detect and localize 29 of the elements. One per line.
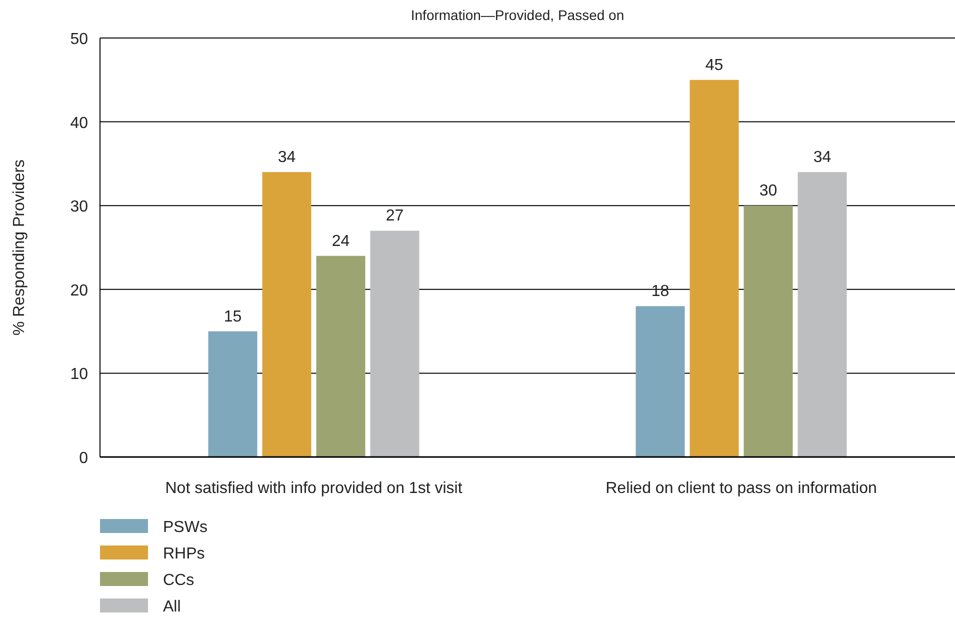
y-tick-label: 0 — [79, 450, 88, 467]
y-tick-label: 10 — [70, 366, 88, 384]
x-tick-label: Not satisfied with info provided on 1st visit — [165, 480, 463, 497]
bar — [370, 230, 420, 457]
bar — [690, 80, 739, 457]
x-tick-label: Relied on client to pass on information — [606, 480, 877, 497]
data-label: 34 — [278, 149, 296, 166]
chart-title: Information—Provided, Passed on — [410, 7, 624, 23]
data-label: 27 — [386, 208, 404, 225]
bar — [208, 331, 258, 457]
bar — [744, 206, 793, 457]
data-label: 15 — [224, 308, 242, 326]
y-tick-label: 40 — [70, 114, 88, 132]
legend-label: RHPs — [163, 546, 205, 562]
bar — [636, 306, 685, 457]
y-tick-label: 50 — [70, 31, 88, 48]
data-label: 30 — [759, 182, 778, 200]
y-tick-label: 30 — [70, 198, 88, 216]
bar — [262, 172, 312, 457]
bar — [798, 172, 847, 457]
legend-label: PSWs — [163, 519, 208, 536]
data-label: 34 — [813, 149, 832, 166]
legend-label: All — [163, 598, 181, 616]
data-label: 24 — [332, 232, 350, 250]
data-label: 45 — [705, 56, 724, 74]
y-axis-title: % Responding Providers — [11, 159, 28, 336]
legend-label: CCs — [163, 572, 194, 589]
bar — [316, 256, 366, 457]
y-tick-label: 20 — [70, 282, 88, 300]
